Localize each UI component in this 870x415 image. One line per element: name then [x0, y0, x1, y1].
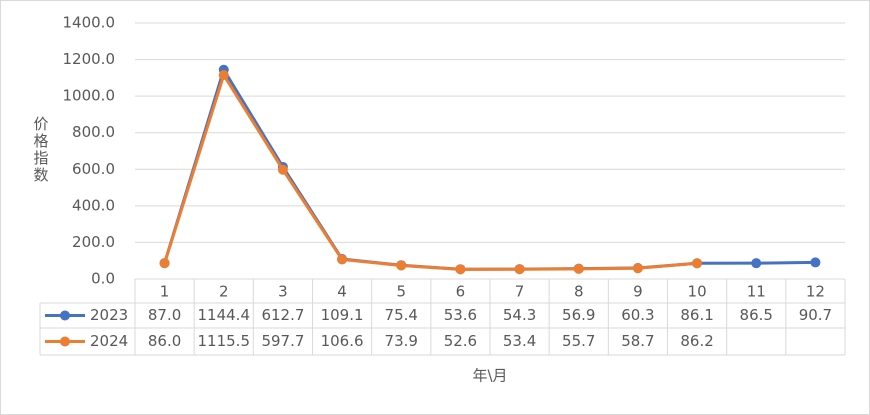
data-point	[277, 164, 288, 175]
y-tick-label: 1400.0	[63, 14, 116, 32]
y-tick-label: 600.0	[72, 160, 115, 178]
data-point	[751, 258, 762, 269]
table-cell: 109.1	[321, 306, 364, 324]
x-tick-label: 5	[396, 283, 406, 301]
table-cell: 86.2	[680, 332, 713, 350]
table-cell: 87.0	[148, 306, 181, 324]
legend-marker	[60, 310, 70, 321]
data-point	[514, 264, 525, 275]
x-tick-label: 9	[633, 283, 643, 301]
x-tick-label: 8	[574, 283, 584, 301]
series-line	[163, 73, 698, 271]
table-cell: 597.7	[261, 332, 304, 350]
table-cell: 86.0	[148, 332, 181, 350]
table-cell: 1115.5	[198, 332, 251, 350]
x-tick-label: 12	[806, 283, 825, 301]
table-cell: 55.7	[562, 332, 595, 350]
x-axis-label: 年\月	[472, 367, 507, 385]
legend-marker	[60, 336, 70, 347]
x-tick-label: 4	[337, 283, 347, 301]
x-tick-label: 2	[219, 283, 229, 301]
data-point	[218, 70, 229, 81]
data-point	[396, 260, 407, 271]
table-cell: 1144.4	[198, 306, 251, 324]
table-cell: 86.5	[740, 306, 773, 324]
data-point	[632, 263, 643, 274]
y-tick-label: 400.0	[72, 196, 115, 214]
x-tick-label: 11	[747, 283, 766, 301]
data-point	[692, 258, 703, 269]
data-point	[455, 264, 466, 275]
table-cell: 75.4	[385, 306, 418, 324]
y-tick-label: 200.0	[72, 233, 115, 251]
table-cell: 60.3	[621, 306, 654, 324]
table-cell: 612.7	[261, 306, 304, 324]
table-cell: 106.6	[321, 332, 364, 350]
table-cell: 53.6	[444, 306, 477, 324]
x-tick-label: 3	[278, 283, 288, 301]
table-cell: 56.9	[562, 306, 595, 324]
data-point	[337, 254, 348, 265]
x-tick-label: 7	[515, 283, 525, 301]
table-cell: 54.3	[503, 306, 536, 324]
table-cell: 53.4	[503, 332, 536, 350]
y-axis-label: 价格指数	[32, 116, 50, 184]
data-point	[159, 258, 170, 269]
table-cell: 58.7	[621, 332, 654, 350]
table-cell: 86.1	[680, 306, 713, 324]
legend-label: 2023	[90, 306, 128, 324]
y-tick-label: 0.0	[91, 270, 115, 288]
table-cell: 90.7	[799, 306, 832, 324]
legend-label: 2024	[90, 332, 128, 350]
x-tick-label: 10	[688, 283, 707, 301]
y-tick-label: 800.0	[72, 123, 115, 141]
data-point	[810, 257, 821, 268]
y-tick-label: 1000.0	[63, 87, 116, 105]
table-cell: 52.6	[444, 332, 477, 350]
table-cell: 73.9	[385, 332, 418, 350]
x-tick-label: 1	[160, 283, 170, 301]
data-point	[573, 263, 584, 274]
x-tick-label: 6	[456, 283, 466, 301]
y-tick-label: 1200.0	[63, 50, 116, 68]
